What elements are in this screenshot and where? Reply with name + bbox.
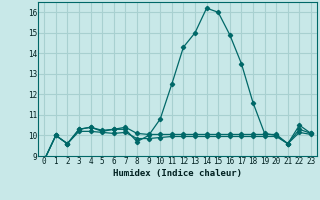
X-axis label: Humidex (Indice chaleur): Humidex (Indice chaleur) (113, 169, 242, 178)
